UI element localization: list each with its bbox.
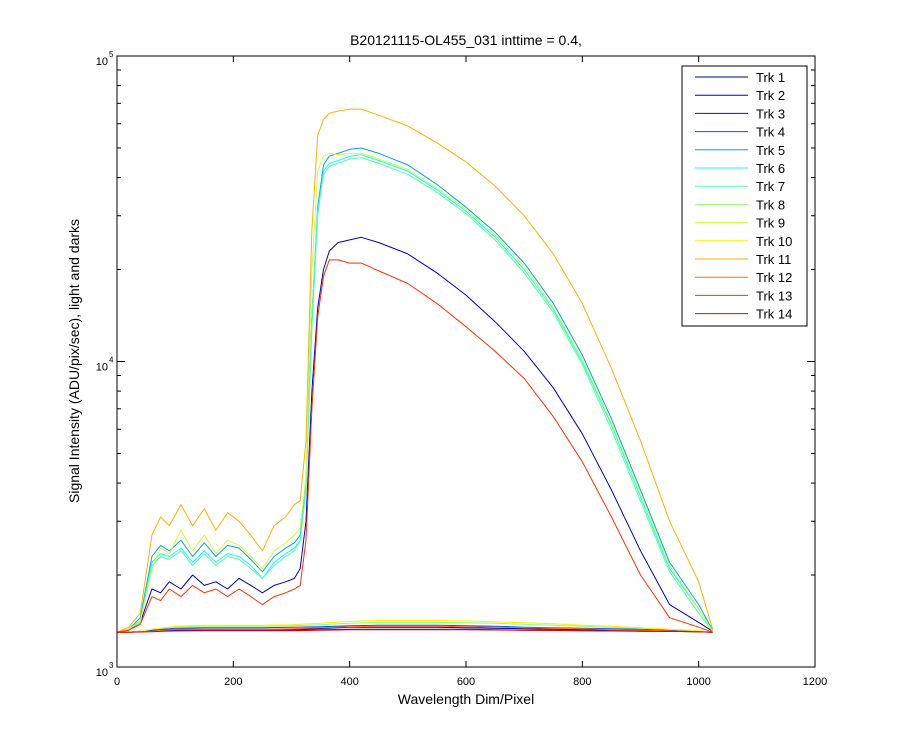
legend-item: Trk 10 <box>695 234 792 249</box>
y-axis-label: Signal Intensity (ADU/pix/sec), light an… <box>66 219 82 503</box>
legend-item: Trk 12 <box>695 270 792 285</box>
legend-label: Trk 8 <box>756 197 785 212</box>
legend-item: Trk 9 <box>695 216 785 231</box>
series-line-trk-4 <box>117 624 713 633</box>
y-minor-ticks <box>117 69 815 576</box>
chart-title: B20121115-OL455_031 inttime = 0.4, <box>350 32 582 48</box>
legend-item: Trk 14 <box>695 307 792 322</box>
legend-label: Trk 2 <box>756 88 785 103</box>
legend-item: Trk 13 <box>695 288 792 303</box>
legend: Trk 1 Trk 2 Trk 3 Trk 4 Trk 5 Trk 6 Trk 7 Trk 8… <box>681 65 808 327</box>
legend-label: Trk 4 <box>756 125 785 140</box>
series-line-trk-7 <box>116 157 713 633</box>
legend-label: Trk 5 <box>756 143 785 158</box>
series-lines <box>116 108 714 633</box>
legend-item: Trk 8 <box>695 197 785 212</box>
series-line-trk-9 <box>116 152 714 633</box>
x-tick-label: 800 <box>573 676 591 688</box>
legend-label: Trk 1 <box>756 70 785 85</box>
y-tick-label-base: 10 <box>96 667 108 679</box>
legend-label: Trk 12 <box>756 270 792 285</box>
x-tick-label: 600 <box>457 676 475 688</box>
x-tick-label: 0 <box>114 676 120 688</box>
legend-label: Trk 9 <box>756 216 785 231</box>
series-line-trk-13 <box>116 259 713 633</box>
series-line-trk-14 <box>117 629 713 633</box>
legend-item: Trk 11 <box>695 252 791 267</box>
legend-item: Trk 5 <box>695 143 785 158</box>
legend-label: Trk 13 <box>756 288 792 303</box>
legend-label: Trk 6 <box>756 161 785 176</box>
x-tick-label: 1000 <box>686 676 710 688</box>
x-axis-label: Wavelength Dim/Pixel <box>398 691 534 707</box>
legend-item: Trk 7 <box>695 179 785 194</box>
y-tick-label-exponent: 5 <box>109 50 114 59</box>
legend-label: Trk 10 <box>756 234 792 249</box>
series-line-trk-12 <box>117 625 713 633</box>
legend-item: Trk 1 <box>695 70 785 85</box>
series-line-trk-2 <box>116 236 713 633</box>
series-line-trk-10 <box>117 620 713 633</box>
y-tick-label-exponent: 4 <box>109 356 114 365</box>
legend-item: Trk 3 <box>695 106 785 121</box>
legend-item: Trk 6 <box>695 161 785 176</box>
y-tick-label-base: 10 <box>96 362 108 374</box>
legend-label: Trk 3 <box>756 106 785 121</box>
legend-item: Trk 4 <box>695 125 785 140</box>
series-line-trk-11 <box>116 108 714 633</box>
x-tick-label: 400 <box>340 676 358 688</box>
legend-label: Trk 7 <box>756 179 785 194</box>
x-tick-label: 1200 <box>803 676 827 688</box>
legend-box <box>681 65 808 327</box>
legend-label: Trk 14 <box>756 307 792 322</box>
y-tick-label-exponent: 3 <box>109 661 114 670</box>
y-tick-label-base: 10 <box>96 56 108 68</box>
x-tick-label: 200 <box>224 676 242 688</box>
legend-label: Trk 11 <box>756 252 791 267</box>
legend-item: Trk 2 <box>695 88 785 103</box>
x-axis-ticks: 0 200 400 600 800 1000 1200 <box>114 56 827 688</box>
